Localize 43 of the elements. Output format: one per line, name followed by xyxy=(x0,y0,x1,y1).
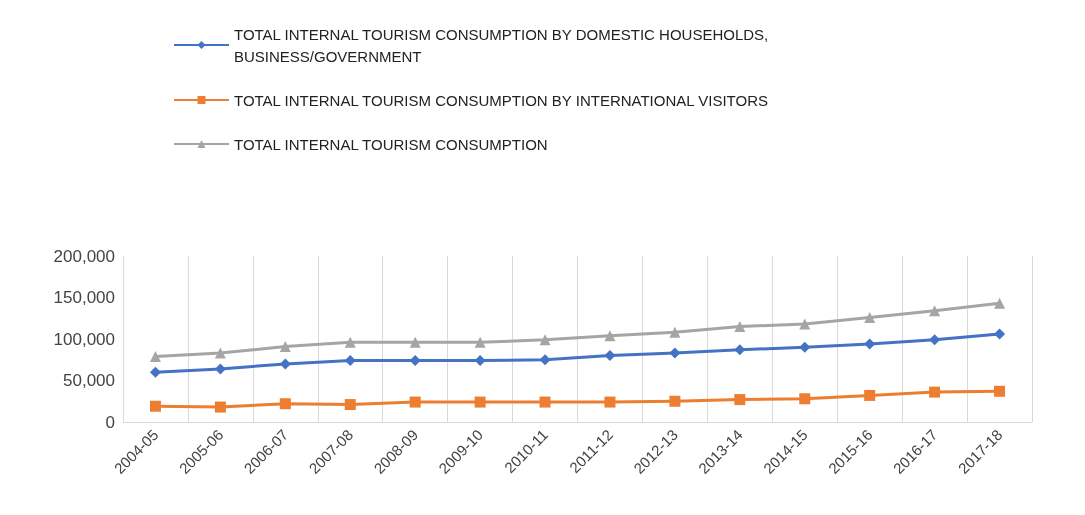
point xyxy=(539,354,551,366)
point xyxy=(734,394,746,406)
point xyxy=(799,341,811,353)
legend-label: TOTAL INTERNAL TOURISM CONSUMPTION BY INTERNATIONAL VISITORS xyxy=(234,91,768,109)
point xyxy=(539,396,551,408)
point xyxy=(409,336,421,348)
point xyxy=(214,401,226,413)
point xyxy=(409,396,421,408)
point xyxy=(669,347,681,359)
legend-label: TOTAL INTERNAL TOURISM CONSUMPTION BY DOMESTIC HOUSEHOLDS, BUSINESS/GOVERNMENT xyxy=(234,25,773,65)
point xyxy=(604,396,616,408)
point xyxy=(604,350,616,362)
point xyxy=(539,334,551,346)
y-tick-label: 100,000 xyxy=(53,329,115,349)
point xyxy=(344,336,356,348)
point xyxy=(994,385,1006,397)
point xyxy=(604,330,616,342)
y-tick-label: 200,000 xyxy=(53,246,115,266)
point xyxy=(929,386,941,398)
y-tick-label: 0 xyxy=(105,412,115,432)
point xyxy=(149,366,161,378)
y-tick-label: 50,000 xyxy=(63,371,115,390)
point xyxy=(669,395,681,407)
point xyxy=(669,326,681,338)
point xyxy=(149,350,161,362)
point xyxy=(994,328,1006,340)
point xyxy=(279,398,291,410)
point xyxy=(864,311,876,323)
point xyxy=(344,399,356,411)
legend-label: TOTAL INTERNAL TOURISM CONSUMPTION xyxy=(234,135,548,153)
y-tick-label: 150,000 xyxy=(53,288,115,307)
point xyxy=(799,393,811,405)
point xyxy=(149,400,161,412)
point xyxy=(474,336,486,348)
point xyxy=(279,340,291,352)
point xyxy=(929,334,941,346)
point xyxy=(994,297,1006,309)
point xyxy=(734,321,746,333)
point xyxy=(929,305,941,317)
point xyxy=(474,396,486,408)
point xyxy=(864,389,876,401)
point xyxy=(214,347,226,359)
point xyxy=(799,318,811,330)
